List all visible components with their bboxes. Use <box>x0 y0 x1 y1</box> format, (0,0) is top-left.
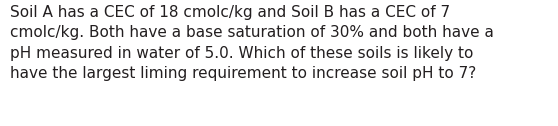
Text: Soil A has a CEC of 18 cmolc/kg and Soil B has a CEC of 7
cmolc/kg. Both have a : Soil A has a CEC of 18 cmolc/kg and Soil… <box>10 5 494 81</box>
